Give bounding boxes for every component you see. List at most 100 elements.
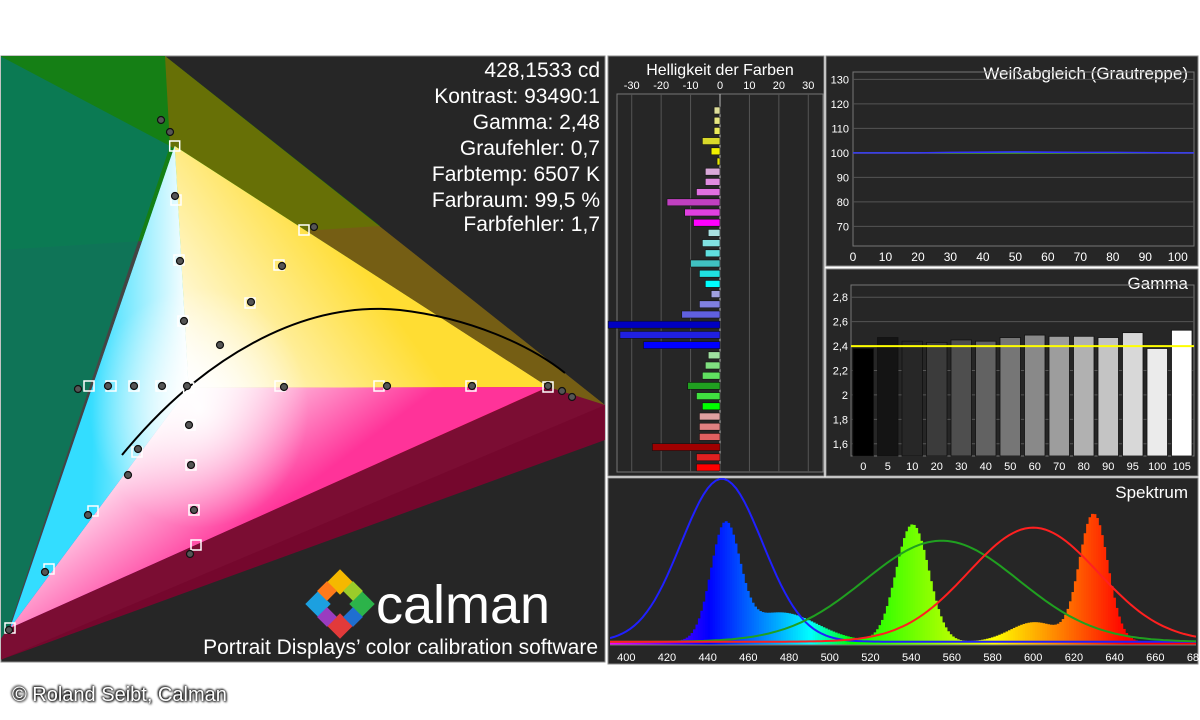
spectrum-slice (1059, 621, 1063, 645)
brightness-bar (707, 229, 721, 237)
spectrum-slice (1086, 523, 1090, 645)
x-tick-label: 10 (879, 250, 893, 264)
brightness-bar (666, 198, 721, 207)
spectrum-slice (778, 612, 782, 645)
spectrum-slice (758, 611, 762, 645)
brightness-bar (696, 453, 721, 462)
spectrum-slice (871, 634, 875, 645)
measured-point (83, 510, 93, 520)
gray-error-readout: Graufehler: 0,7 (460, 137, 600, 160)
white-balance-title: Weißabgleich (Grautreppe) (983, 64, 1188, 83)
x-tick-label: 0 (717, 80, 723, 92)
measured-point (165, 127, 175, 137)
spectrum-slice (724, 521, 728, 645)
x-tick-label: 0 (860, 461, 866, 473)
spectrum-slice (812, 622, 816, 645)
measured-point (184, 420, 194, 430)
spectrum-slice (895, 566, 899, 645)
x-tick-label: 400 (617, 652, 635, 664)
spectrum-slice (697, 618, 701, 645)
spectrum-slice (793, 614, 797, 645)
spectrum-slice (1081, 544, 1085, 645)
measured-point (309, 222, 319, 232)
x-tick-label: 60 (1029, 461, 1041, 473)
color-brightness-chart: Helligkeit der Farben -30 -20 -10 0 10 20 30 (607, 55, 825, 477)
brightness-bar (704, 178, 721, 186)
spectrum-slice (824, 628, 828, 645)
spectrum-slice (746, 590, 750, 645)
brightness-bar (704, 167, 721, 176)
spectrum-slice (910, 524, 914, 645)
measured-point (179, 316, 189, 326)
target-marker (83, 380, 95, 392)
spectrum-slice (736, 553, 740, 645)
measured-point (170, 191, 180, 201)
spectrum-slice (776, 612, 779, 645)
brightness-bar (684, 208, 721, 217)
spectrum-slice (1007, 630, 1011, 645)
spectrum-slice (822, 627, 826, 645)
spectrum-slice (917, 533, 921, 645)
spectrum-slice (893, 577, 897, 645)
white-glow (88, 287, 309, 528)
spectrum-slice (1000, 633, 1004, 645)
spectrum-slice (883, 613, 887, 645)
spectrum-slice (722, 522, 726, 645)
spectrum-slice (1064, 614, 1068, 645)
spectrum-slice (651, 641, 655, 645)
brightness-bar (713, 106, 721, 115)
spectrum-slice (1112, 597, 1116, 645)
spectrum-slice (666, 641, 670, 645)
spectrum-slice (1044, 623, 1048, 645)
measured-point (189, 505, 199, 515)
spectrum-slice (1181, 641, 1185, 645)
spectrum-slice (710, 567, 714, 645)
spectrum-slice (905, 531, 909, 645)
brightness-bar (702, 137, 721, 145)
spectrum-slice (766, 612, 770, 645)
spectrum-slice (903, 538, 906, 645)
y-tick-label: 2,6 (833, 317, 848, 329)
spectrum-slice (1010, 629, 1014, 645)
y-tick-label: 110 (831, 123, 849, 135)
spectrum-slice (1078, 556, 1082, 645)
spectrum-slice (717, 534, 721, 645)
spectrum-slice (1164, 641, 1168, 645)
spectrum-slice (695, 624, 699, 645)
y-tick-label: 90 (837, 172, 849, 184)
target-marker (128, 380, 140, 392)
gamma-bar (852, 348, 874, 457)
spectrum-slice (732, 534, 736, 645)
gamma-bar (1171, 329, 1193, 457)
brightness-bar (710, 290, 721, 298)
gamma-bar (926, 342, 948, 457)
spectrum-slice (768, 612, 772, 645)
spectrum-slice (1032, 622, 1036, 645)
brightness-bar (643, 341, 721, 349)
x-tick-label: 0 (850, 250, 857, 264)
spectrum-slice (819, 626, 823, 645)
spectrum-slice (790, 613, 794, 645)
gamut-readout: Farbraum: 99,5 % (432, 189, 600, 212)
measured-point (467, 381, 477, 391)
x-tick-label: 90 (1139, 250, 1153, 264)
target-marker (188, 504, 200, 516)
spectrum-chart: Spektrum 400 420 440 460 480 500 520 540 560 580 6… (607, 477, 1200, 665)
y-tick-label: 130 (831, 74, 849, 86)
spectrum-slice (915, 527, 919, 645)
spectrum-slice (944, 627, 948, 645)
spectrum-slice (1149, 641, 1153, 645)
gamma-bar (999, 337, 1021, 457)
spectrum-slice (1166, 641, 1170, 645)
copyright-text: © Roland Seibt, Calman (12, 684, 227, 706)
brightness-bar (699, 433, 721, 441)
spectrum-slice (1115, 607, 1119, 645)
spectrum-slice (614, 641, 618, 645)
x-tick-label: 5 (885, 461, 891, 473)
spectrum-slice (961, 640, 965, 645)
gamma-title: Gamma (1128, 274, 1189, 293)
spectrum-slice (1117, 616, 1121, 645)
measured-point (185, 549, 195, 559)
spectrum-slice (817, 624, 821, 645)
x-tick-label: 90 (1102, 461, 1114, 473)
